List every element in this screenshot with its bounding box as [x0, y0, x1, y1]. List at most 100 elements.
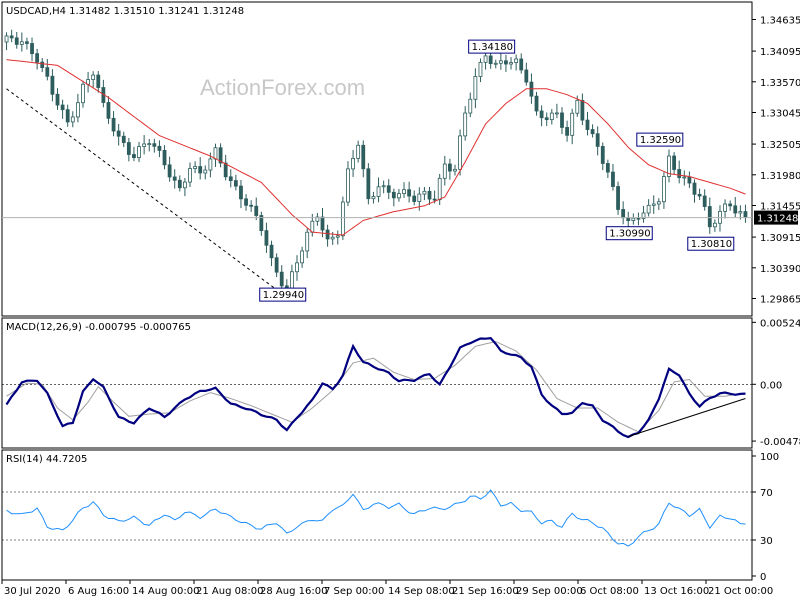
candle-body — [636, 217, 641, 220]
price-annotation-box — [687, 236, 735, 251]
candle-body — [412, 195, 417, 202]
candle-body — [290, 271, 294, 290]
candle-body — [137, 146, 141, 159]
candle-body — [453, 168, 457, 172]
candle-body — [743, 211, 748, 218]
price-y-tick-label: 1.34095 — [760, 47, 800, 58]
candle-body — [346, 168, 350, 203]
macd-panel-title: MACD(12,26,9) -0.000795 -0.000765 — [6, 322, 191, 333]
axes: 1.34635 1.34095 1.33570 1.33045 1.32505 1.319… — [1, 16, 800, 597]
candle-body — [549, 112, 554, 121]
price-y-tick-label: 1.30915 — [760, 233, 800, 244]
candle-body — [177, 179, 182, 189]
price-annotation-label: 1.32590 — [640, 135, 681, 146]
candle-body — [458, 135, 462, 170]
candle-body — [157, 145, 162, 151]
candle-body — [126, 142, 131, 155]
candle-body — [672, 155, 677, 170]
rsi-panel-title: RSI(14) 44.7205 — [6, 454, 87, 465]
candle-body — [361, 144, 366, 170]
candle-body — [539, 110, 544, 119]
candle-body — [19, 41, 24, 45]
candle-body — [233, 180, 238, 187]
price-annotation-box — [636, 132, 684, 147]
price-y-tick-label: 1.32505 — [760, 140, 800, 151]
macd-y-tick-label: 0.00 — [760, 380, 782, 391]
candle-body — [371, 196, 376, 200]
candle-body — [295, 262, 299, 273]
candle-body — [682, 176, 687, 179]
candle-body — [723, 203, 727, 212]
candle-body — [208, 158, 213, 171]
candle-body — [468, 98, 473, 114]
candle-body — [121, 135, 126, 143]
candle-body — [595, 133, 600, 147]
candle-body — [397, 193, 401, 199]
macd-signal-line — [6, 341, 746, 433]
candle-body — [55, 93, 60, 106]
x-tick-label: 6 Aug 16:00 — [68, 586, 129, 597]
price-annotation-label: 1.30810 — [691, 239, 732, 250]
candle-body — [228, 176, 233, 182]
candle-body — [254, 205, 259, 216]
candle-body — [712, 222, 717, 228]
candle-body — [656, 201, 661, 205]
price-y-tick-label: 1.31980 — [760, 171, 800, 182]
candle-body — [183, 181, 187, 189]
candle-body — [616, 186, 620, 210]
x-tick-label: 13 Oct 16:00 — [644, 586, 709, 597]
candle-body — [351, 157, 355, 170]
candle-body — [244, 198, 248, 206]
candle-body — [96, 74, 101, 88]
candle-body — [728, 203, 733, 207]
candle-body — [335, 235, 340, 238]
candle-body — [646, 204, 651, 214]
candle-body — [427, 190, 432, 200]
candle-body — [142, 143, 147, 147]
candle-body — [447, 163, 452, 172]
candle-body — [259, 215, 264, 232]
candle-body — [463, 112, 468, 137]
candle-body — [162, 150, 167, 166]
candle-body — [172, 176, 177, 181]
candle-body — [325, 229, 330, 240]
price-y-tick-label: 1.34635 — [760, 16, 800, 27]
candle-body — [65, 109, 70, 123]
candle-body — [45, 67, 50, 77]
candle-body — [116, 130, 121, 137]
price-plot: 1.34180 1.32590 1.30990 1.30810 1.29940 — [2, 29, 752, 302]
candle-body — [519, 58, 524, 71]
candle-body — [188, 168, 192, 183]
candle-body — [70, 116, 75, 123]
candle-body — [315, 216, 320, 222]
candle-body — [544, 117, 549, 121]
candle-body — [305, 231, 310, 252]
candle-body — [300, 250, 305, 264]
candle-body — [381, 185, 386, 188]
rsi-y-tick-label: 70 — [760, 488, 773, 499]
candle-body — [565, 127, 569, 136]
candle-body — [223, 162, 228, 178]
rsi-panel-frame — [1, 449, 753, 581]
candle-body — [249, 204, 254, 207]
candle-body — [442, 163, 447, 179]
price-panel-frame — [1, 1, 753, 317]
price-annotation-box — [468, 39, 516, 54]
candle-body — [738, 211, 743, 214]
candle-body — [213, 147, 218, 160]
candle-body — [417, 193, 422, 202]
rsi-y-tick-label: 100 — [760, 452, 779, 463]
price-y-tick-label: 1.31455 — [760, 202, 800, 213]
price-annotation-label: 1.30990 — [609, 229, 650, 240]
candle-body — [498, 60, 503, 64]
candle-body — [422, 190, 427, 195]
candle-body — [386, 185, 391, 193]
candle-body — [631, 217, 636, 221]
candle-body — [402, 189, 406, 195]
x-tick-label: 29 Sep 00:00 — [516, 586, 583, 597]
candle-body — [274, 257, 279, 273]
current-price-label: 1.31248 — [757, 214, 798, 225]
rsi-plot — [2, 489, 752, 547]
candle-body — [687, 176, 692, 184]
